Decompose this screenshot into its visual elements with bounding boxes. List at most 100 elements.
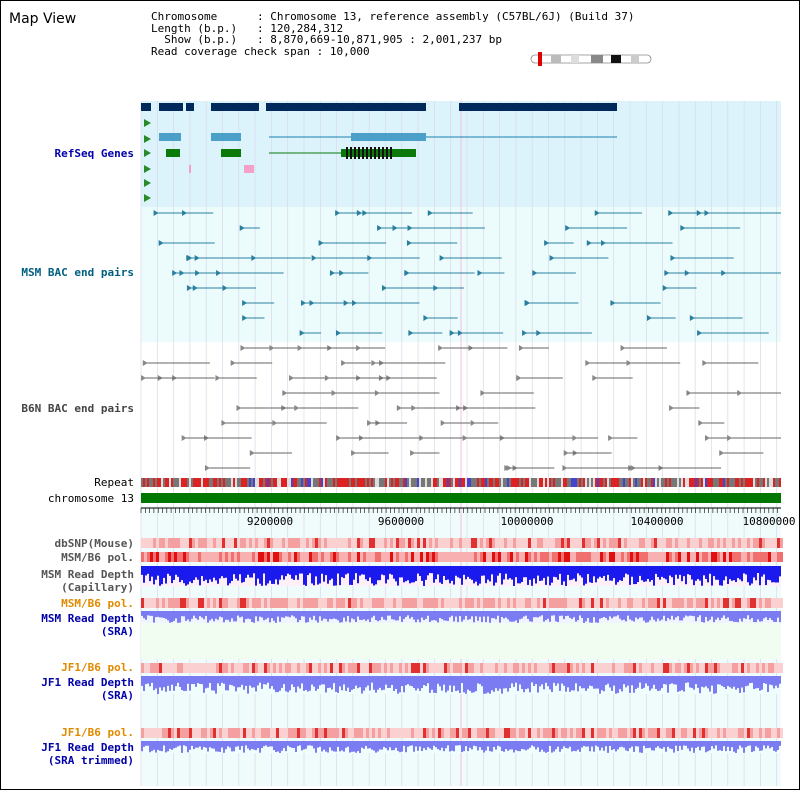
heat-cell — [405, 538, 408, 548]
heat-cell — [252, 663, 255, 673]
depth-bar — [469, 611, 471, 620]
bac-pair-end — [294, 405, 300, 411]
depth-bar — [463, 611, 465, 620]
heat-cell — [699, 538, 702, 548]
repeat-segment — [147, 478, 149, 487]
heat-cell — [453, 728, 456, 738]
heat-cell — [492, 552, 495, 562]
heat-cell — [777, 552, 780, 562]
track-label-b6n-bac[interactable]: B6N BAC end pairs — [21, 402, 134, 415]
heat-cell — [513, 538, 516, 548]
heat-cell — [582, 598, 585, 608]
depth-bar — [223, 676, 225, 684]
repeat-segment — [473, 478, 475, 487]
bac-pair-end — [240, 345, 246, 351]
depth-bar — [557, 566, 559, 580]
heat-cell — [750, 538, 753, 548]
heat-cell — [594, 598, 597, 608]
track-label-repeat[interactable]: Repeat — [94, 476, 134, 489]
bac-pair-end — [727, 435, 733, 441]
repeat-segment — [583, 478, 585, 487]
heat-cell — [774, 663, 777, 673]
depth-bar — [707, 741, 709, 752]
depth-bar — [261, 676, 263, 689]
heat-cell — [708, 538, 711, 548]
depth-bar — [591, 676, 593, 687]
heat-cell — [447, 663, 450, 673]
repeat-segment — [191, 478, 193, 487]
depth-bar — [645, 566, 647, 582]
heat-cell — [252, 552, 255, 562]
depth-bar — [531, 676, 533, 683]
heat-cell — [297, 538, 300, 548]
depth-bar — [507, 741, 509, 751]
depth-bar — [777, 676, 779, 688]
depth-bar — [333, 676, 335, 684]
heat-cell — [576, 728, 579, 738]
depth-bar — [627, 676, 629, 686]
heat-cell — [351, 663, 354, 673]
repeat-segment — [579, 478, 581, 487]
bac-pair-end — [230, 360, 236, 366]
heat-cell — [693, 552, 696, 562]
repeat-segment — [265, 478, 267, 487]
heat-cell — [654, 552, 657, 562]
track-label-jf1-trim[interactable]: JF1 Read Depth — [41, 741, 134, 754]
repeat-segment — [351, 478, 353, 487]
depth-bar — [449, 741, 451, 752]
heat-cell — [345, 552, 348, 562]
depth-bar — [365, 611, 367, 621]
heat-cell — [270, 663, 273, 673]
depth-bar — [393, 611, 395, 620]
depth-bar — [709, 566, 711, 574]
depth-bar — [153, 566, 155, 585]
depth-bar — [537, 676, 539, 693]
repeat-segment — [219, 478, 221, 487]
depth-bar — [529, 566, 531, 580]
depth-bar — [307, 741, 309, 746]
depth-bar — [149, 566, 151, 582]
depth-bar — [581, 566, 583, 578]
heat-cell — [510, 728, 513, 738]
heat-cell — [174, 552, 177, 562]
heat-cell — [474, 538, 477, 548]
track-label-msm-depth-capillary[interactable]: MSM Read Depth — [41, 568, 134, 581]
depth-bar — [729, 566, 731, 580]
depth-bar — [451, 741, 453, 751]
repeat-segment — [605, 478, 607, 487]
depth-bar — [431, 676, 433, 690]
track-label-msm-b6-pol-2[interactable]: MSM/B6 pol. — [61, 597, 134, 610]
heat-cell — [339, 538, 342, 548]
track-label-jf1-b6-pol[interactable]: JF1/B6 pol. — [61, 661, 134, 674]
heat-cell — [189, 538, 192, 548]
depth-bar — [253, 741, 255, 750]
heat-cell — [729, 728, 732, 738]
heat-cell — [330, 552, 333, 562]
depth-bar — [331, 676, 333, 690]
repeat-segment — [405, 478, 407, 487]
track-label-msm-b6-pol[interactable]: MSM/B6 pol. — [61, 551, 134, 564]
repeat-segment — [701, 478, 703, 487]
depth-bar — [693, 611, 695, 617]
depth-bar — [167, 741, 169, 752]
heat-cell — [363, 598, 366, 608]
depth-bar — [691, 676, 693, 689]
track-label-jf1-depth[interactable]: JF1 Read Depth — [41, 676, 134, 689]
heat-cell — [507, 598, 510, 608]
track-label-msm-bac[interactable]: MSM BAC end pairs — [21, 266, 134, 279]
heat-cell — [381, 663, 384, 673]
depth-bar — [647, 611, 649, 623]
depth-bar — [395, 611, 397, 621]
track-label-dbsnp[interactable]: dbSNP(Mouse) — [54, 537, 134, 550]
repeat-segment — [255, 478, 257, 487]
track-label-chromosome[interactable]: chromosome 13 — [47, 492, 134, 505]
track-label-refseq[interactable]: RefSeq Genes — [54, 147, 134, 160]
depth-bar — [543, 566, 545, 578]
heat-cell — [618, 538, 621, 548]
depth-bar — [149, 741, 151, 753]
heat-cell — [318, 552, 321, 562]
depth-bar — [345, 741, 347, 748]
track-label-msm-depth-sra[interactable]: MSM Read Depth — [41, 612, 134, 625]
track-label-jf1-b6-pol-2[interactable]: JF1/B6 pol. — [61, 726, 134, 739]
